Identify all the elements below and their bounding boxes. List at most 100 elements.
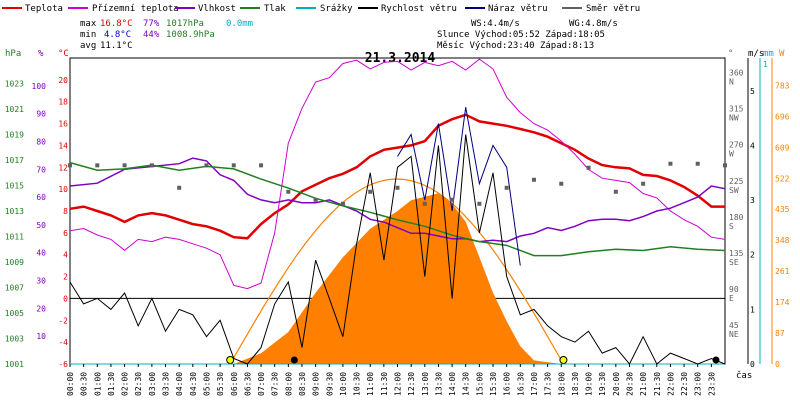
dir-tick-label: 90 bbox=[729, 285, 739, 294]
stats-max-label: max bbox=[80, 19, 97, 29]
wind-direction-point bbox=[695, 161, 700, 166]
wind-direction-point bbox=[531, 177, 536, 182]
x-tick-label: 19:00 bbox=[585, 372, 594, 396]
dir-name-label: NE bbox=[729, 330, 739, 339]
w-tick-label: 609 bbox=[775, 143, 790, 152]
hpa-tick-label: 1019 bbox=[5, 131, 24, 140]
x-tick-label: 01:30 bbox=[107, 372, 116, 396]
x-tick-label: 07:30 bbox=[271, 372, 280, 396]
wind-direction-point bbox=[177, 185, 182, 190]
wind-direction-point bbox=[586, 165, 591, 170]
wind-direction-point bbox=[204, 163, 209, 168]
series-line-teplota bbox=[69, 113, 725, 240]
wind-direction-point bbox=[340, 201, 345, 206]
temp-tick-label: 8 bbox=[63, 207, 68, 216]
dir-name-label: SW bbox=[729, 186, 739, 195]
plot-area bbox=[68, 57, 727, 365]
ms-tick-label: 1 bbox=[750, 305, 755, 314]
w-tick-label: 696 bbox=[775, 112, 790, 121]
series-line-tlak bbox=[69, 161, 726, 257]
sun-arc bbox=[229, 178, 564, 365]
dir-name-label: N bbox=[729, 78, 734, 87]
temp-tick-label: 2 bbox=[63, 273, 68, 282]
ms-tick-label: 4 bbox=[750, 141, 755, 150]
temp-tick-label: -4 bbox=[58, 338, 68, 347]
hpa-tick-label: 1023 bbox=[5, 80, 24, 89]
pct-tick-label: 70 bbox=[36, 165, 46, 174]
hpa-tick-label: 1003 bbox=[5, 335, 24, 344]
legend-label: Vlhkost bbox=[198, 4, 236, 14]
dir-name-label: W bbox=[729, 150, 734, 159]
stats-min-label: min bbox=[80, 30, 96, 40]
unit-pct: % bbox=[38, 49, 44, 59]
ms-tick-label: 2 bbox=[750, 251, 755, 260]
legend-label: Rychlost větru bbox=[381, 4, 457, 14]
x-tick-label: 02:30 bbox=[134, 372, 143, 396]
dir-tick-label: 315 bbox=[729, 105, 744, 114]
hpa-tick-label: 1001 bbox=[5, 360, 24, 369]
w-tick-label: 435 bbox=[775, 205, 790, 214]
legend-item-pressure: Tlak bbox=[240, 4, 286, 14]
x-tick-label: 17:30 bbox=[544, 372, 553, 396]
dir-tick-label: 360 bbox=[729, 69, 744, 78]
wind-direction-point bbox=[286, 189, 291, 194]
dir-tick-label: 270 bbox=[729, 141, 744, 150]
pct-tick-label: 100 bbox=[32, 82, 47, 91]
x-tick-label: 08:00 bbox=[284, 372, 293, 396]
pct-tick-label: 80 bbox=[36, 137, 46, 146]
x-tick-label: 15:30 bbox=[489, 372, 498, 396]
dir-name-label: E bbox=[729, 294, 734, 303]
dir-tick-label: 135 bbox=[729, 249, 744, 258]
ms-tick-label: 5 bbox=[750, 87, 755, 96]
x-tick-label: 03:30 bbox=[162, 372, 171, 396]
legend-item-humidity: Vlhkost bbox=[175, 4, 236, 14]
w-tick-label: 522 bbox=[775, 174, 790, 183]
w-tick-label: 0 bbox=[775, 360, 780, 369]
series-line-n-raz-v-tru bbox=[397, 107, 521, 266]
temp-tick-label: -6 bbox=[58, 360, 68, 369]
temp-tick-label: 10 bbox=[58, 185, 68, 194]
wind-direction-point bbox=[149, 163, 154, 168]
series-line-p-zemn-teplota bbox=[69, 58, 726, 290]
x-tick-label: 12:30 bbox=[407, 372, 416, 396]
temp-tick-label: 20 bbox=[58, 76, 68, 85]
wind-direction-point bbox=[668, 161, 673, 166]
sun-marker bbox=[559, 356, 568, 364]
w-tick-label: 87 bbox=[775, 329, 785, 338]
wind-direction-point bbox=[504, 185, 509, 190]
dir-tick-label: 45 bbox=[729, 321, 739, 330]
x-tick-label: 09:30 bbox=[325, 372, 334, 396]
dir-name-label: S bbox=[729, 222, 734, 231]
x-tick-label: 06:00 bbox=[230, 372, 239, 396]
x-tick-label: 04:00 bbox=[175, 372, 184, 396]
wind-direction-point bbox=[368, 189, 373, 194]
hpa-tick-label: 1005 bbox=[5, 309, 24, 318]
unit-ms: m/s bbox=[748, 49, 764, 59]
x-tick-label: 22:00 bbox=[666, 372, 675, 396]
x-tick-label: 00:00 bbox=[66, 372, 75, 396]
wind-direction-point bbox=[313, 197, 318, 202]
x-tick-label: 16:00 bbox=[503, 372, 512, 396]
x-tick-label: 19:30 bbox=[598, 372, 607, 396]
wind-direction-point bbox=[477, 201, 482, 206]
x-tick-label: 22:30 bbox=[680, 372, 689, 396]
hpa-tick-label: 1011 bbox=[5, 233, 24, 242]
wind-direction-point bbox=[231, 163, 236, 168]
wind-direction-point bbox=[68, 163, 72, 168]
pct-tick-label: 30 bbox=[36, 277, 46, 286]
x-tick-label: 21:30 bbox=[653, 372, 662, 396]
legend: Teplota Přízemní teplota Vlhkost Tlak Sr… bbox=[2, 4, 640, 14]
wind-direction-point bbox=[450, 197, 455, 202]
pct-tick-label: 50 bbox=[36, 221, 46, 230]
legend-label: Náraz větru bbox=[488, 4, 548, 14]
dir-name-label: NW bbox=[729, 114, 739, 123]
x-tick-label: 23:30 bbox=[707, 372, 716, 396]
legend-item-wind-gust: Náraz větru bbox=[465, 4, 548, 14]
x-tick-label: 11:30 bbox=[380, 372, 389, 396]
x-tick-label: 03:00 bbox=[148, 372, 157, 396]
legend-label: Srážky bbox=[320, 4, 353, 14]
stats-ws: WS:4.4m/s bbox=[471, 19, 520, 29]
dir-tick-label: 180 bbox=[729, 213, 744, 222]
x-tick-label: 13:30 bbox=[434, 372, 443, 396]
axes: 00:00 00:30 01:00 01:30 02:00 02:30 03:00 03:30… bbox=[5, 58, 790, 396]
